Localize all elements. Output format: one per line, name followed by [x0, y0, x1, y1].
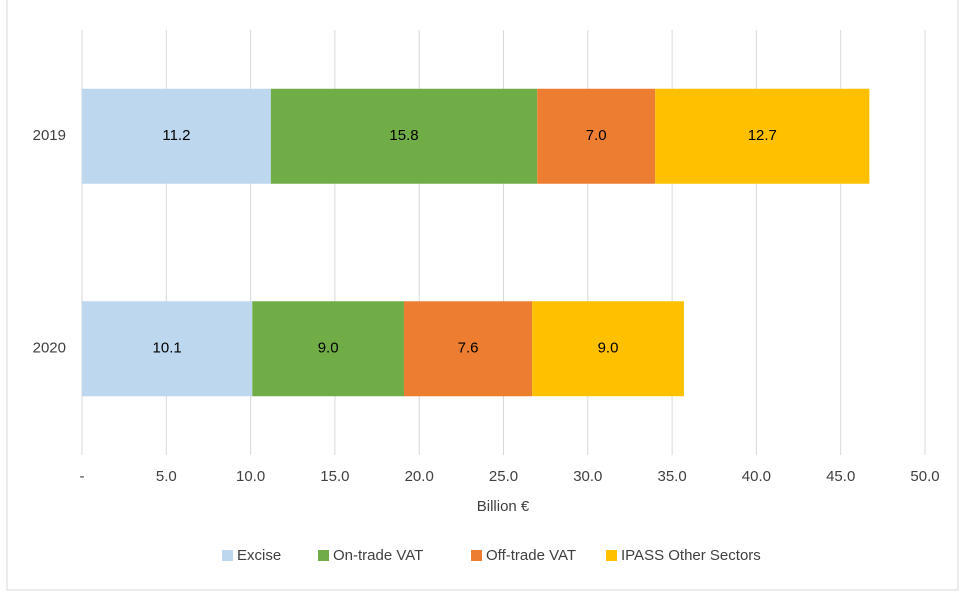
y-tick-label: 2020 [33, 340, 66, 357]
x-tick-label: 30.0 [573, 468, 602, 485]
legend-label: Off-trade VAT [486, 547, 576, 564]
x-tick-label: 5.0 [156, 468, 177, 485]
x-tick-label: 45.0 [826, 468, 855, 485]
data-label: 10.1 [153, 340, 182, 357]
legend-swatch [318, 550, 329, 561]
x-axis-label: Billion € [477, 498, 530, 515]
data-label: 9.0 [318, 340, 339, 357]
data-label: 7.0 [586, 127, 607, 144]
legend-swatch [471, 550, 482, 561]
bar-segment [252, 301, 405, 397]
bar-segment [537, 88, 656, 184]
legend-label: Excise [237, 547, 281, 564]
x-tick-label: 10.0 [236, 468, 265, 485]
bar-segment [82, 301, 253, 397]
data-label: 15.8 [389, 127, 418, 144]
legend-label: IPASS Other Sectors [621, 547, 761, 564]
x-tick-label: 40.0 [742, 468, 771, 485]
y-tick-label: 2019 [33, 127, 66, 144]
x-tick-label: 25.0 [489, 468, 518, 485]
bar-segment [404, 301, 533, 397]
legend-swatch [606, 550, 617, 561]
legend-swatch [222, 550, 233, 561]
data-label: 12.7 [748, 127, 777, 144]
x-tick-label: 15.0 [320, 468, 349, 485]
bar-segment [532, 301, 684, 397]
data-label: 7.6 [458, 340, 479, 357]
x-tick-label: 35.0 [657, 468, 686, 485]
x-tick-label: 20.0 [405, 468, 434, 485]
bar-segment [82, 88, 271, 184]
legend-label: On-trade VAT [333, 547, 423, 564]
bar-segment [655, 88, 870, 184]
data-label: 11.2 [162, 127, 190, 144]
x-tick-label: - [80, 468, 85, 485]
data-label: 9.0 [598, 340, 619, 357]
bar-segment [270, 88, 538, 184]
x-tick-label: 50.0 [910, 468, 939, 485]
